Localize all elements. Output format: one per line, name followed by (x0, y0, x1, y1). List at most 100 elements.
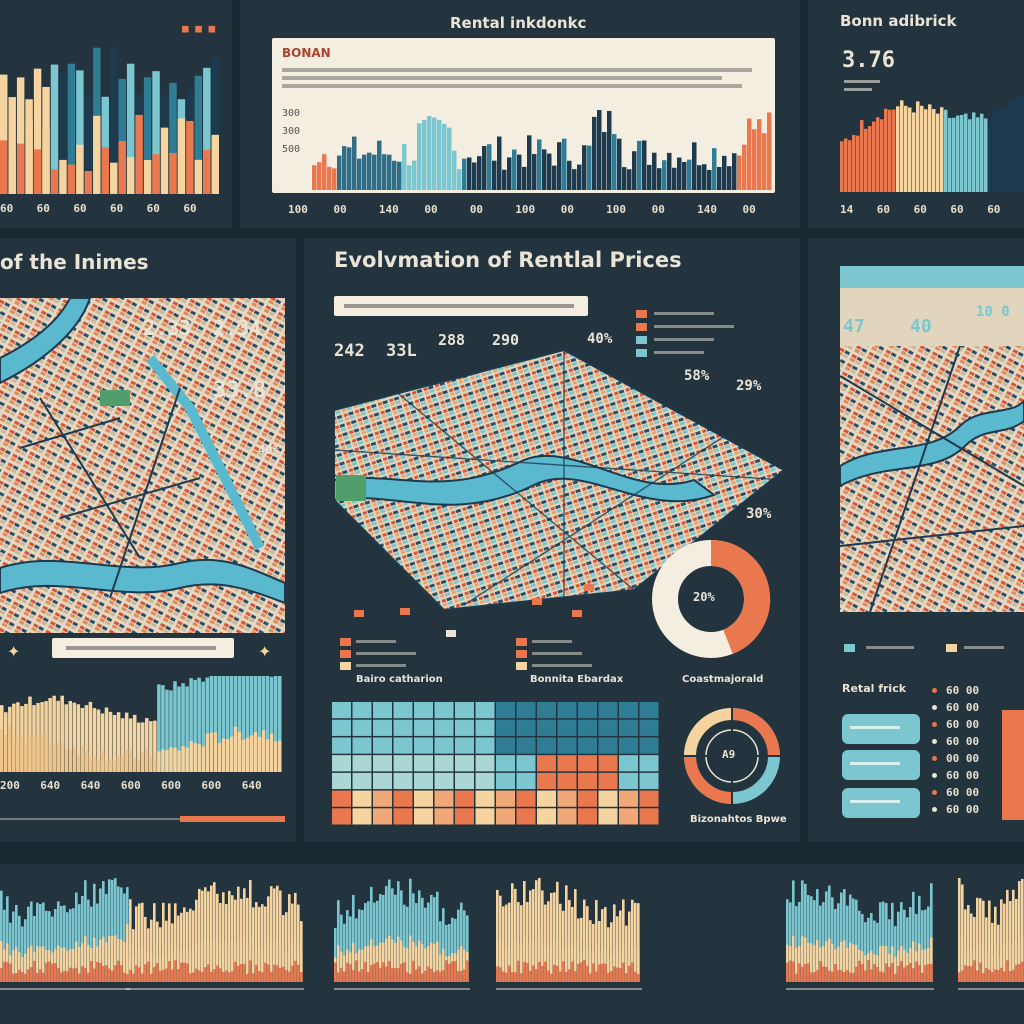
bar (752, 129, 757, 190)
bar (967, 947, 970, 982)
bar (225, 904, 228, 982)
bar (367, 971, 370, 982)
bar (288, 894, 291, 982)
bar (181, 683, 185, 772)
bar (612, 134, 617, 190)
bar (442, 908, 445, 982)
bar (930, 963, 933, 982)
bar (101, 147, 109, 194)
bar (233, 676, 238, 772)
bar (457, 909, 460, 982)
bar (882, 972, 885, 982)
bar (84, 967, 87, 982)
bar (48, 741, 52, 772)
bar (846, 970, 849, 982)
bar (625, 956, 628, 982)
bar (667, 152, 672, 190)
bar (367, 152, 372, 190)
bar (159, 957, 162, 982)
bar (253, 676, 258, 772)
x-tick: 60 (73, 202, 87, 215)
bar (99, 962, 102, 982)
bar (349, 916, 352, 982)
bar (63, 970, 66, 982)
bar (631, 899, 634, 982)
bar (379, 894, 382, 982)
bar (99, 939, 102, 982)
bar (409, 973, 412, 982)
bar (831, 943, 834, 982)
rental-rows: 60 00 60 00 60 00 60 00 00 00 60 00 60 00 60 00 (932, 684, 998, 824)
bar (56, 743, 60, 772)
bar (168, 903, 171, 982)
axis-line (496, 988, 642, 990)
bar (9, 963, 12, 982)
bar (840, 970, 843, 982)
bar (217, 743, 222, 772)
bar (240, 898, 243, 982)
bar (994, 948, 997, 982)
bar (526, 901, 529, 982)
bar (231, 895, 234, 982)
bar (358, 909, 361, 982)
bar (108, 968, 111, 982)
heatmap-cell (598, 790, 618, 807)
map-value: 33.8 (213, 378, 266, 403)
bar (843, 971, 846, 982)
bar (33, 960, 36, 982)
bar (221, 738, 226, 772)
bar (625, 925, 628, 982)
heatmap-cell (557, 702, 577, 719)
bar (201, 940, 204, 982)
bar (81, 895, 84, 982)
bar (120, 939, 123, 982)
city-map (840, 346, 1024, 612)
rental-value: 60 00 (946, 803, 980, 816)
bar (1006, 960, 1009, 982)
bar (270, 971, 273, 982)
bar (264, 906, 267, 982)
heatmap-cell (619, 772, 638, 790)
bar (123, 893, 126, 982)
bar (128, 749, 133, 772)
heatmap-cell (393, 790, 413, 807)
bar (562, 961, 565, 982)
bar (541, 890, 544, 982)
bar (96, 903, 99, 982)
bar (804, 883, 807, 982)
bar (126, 157, 135, 194)
bar (556, 936, 559, 982)
bar (968, 119, 972, 192)
bar (994, 906, 997, 982)
heatmap-cell (352, 737, 372, 754)
map-value: 33L (386, 341, 417, 361)
bar (589, 954, 592, 982)
bar (958, 935, 961, 982)
bar (439, 921, 442, 982)
bar (514, 940, 517, 982)
bar (872, 121, 876, 192)
heatmap-cell (414, 737, 433, 754)
bar (463, 910, 466, 982)
bar (241, 676, 246, 772)
bar (985, 917, 988, 982)
bar (807, 895, 810, 982)
bar (492, 160, 497, 190)
bar (209, 732, 214, 772)
heatmap-cell (393, 755, 413, 772)
bar (210, 938, 213, 982)
bar (87, 944, 90, 982)
legend-line (0, 818, 285, 820)
heatmap-cell (619, 790, 638, 807)
bar (737, 155, 742, 190)
bar (201, 746, 205, 772)
x-tick: 60 (146, 202, 160, 215)
bar (903, 909, 906, 982)
bar (27, 948, 30, 982)
bar (891, 962, 894, 982)
map-value: 40% (258, 443, 280, 457)
bar (346, 962, 349, 982)
bar (261, 946, 264, 982)
heatmap-cell (352, 772, 372, 790)
bar (522, 166, 527, 190)
